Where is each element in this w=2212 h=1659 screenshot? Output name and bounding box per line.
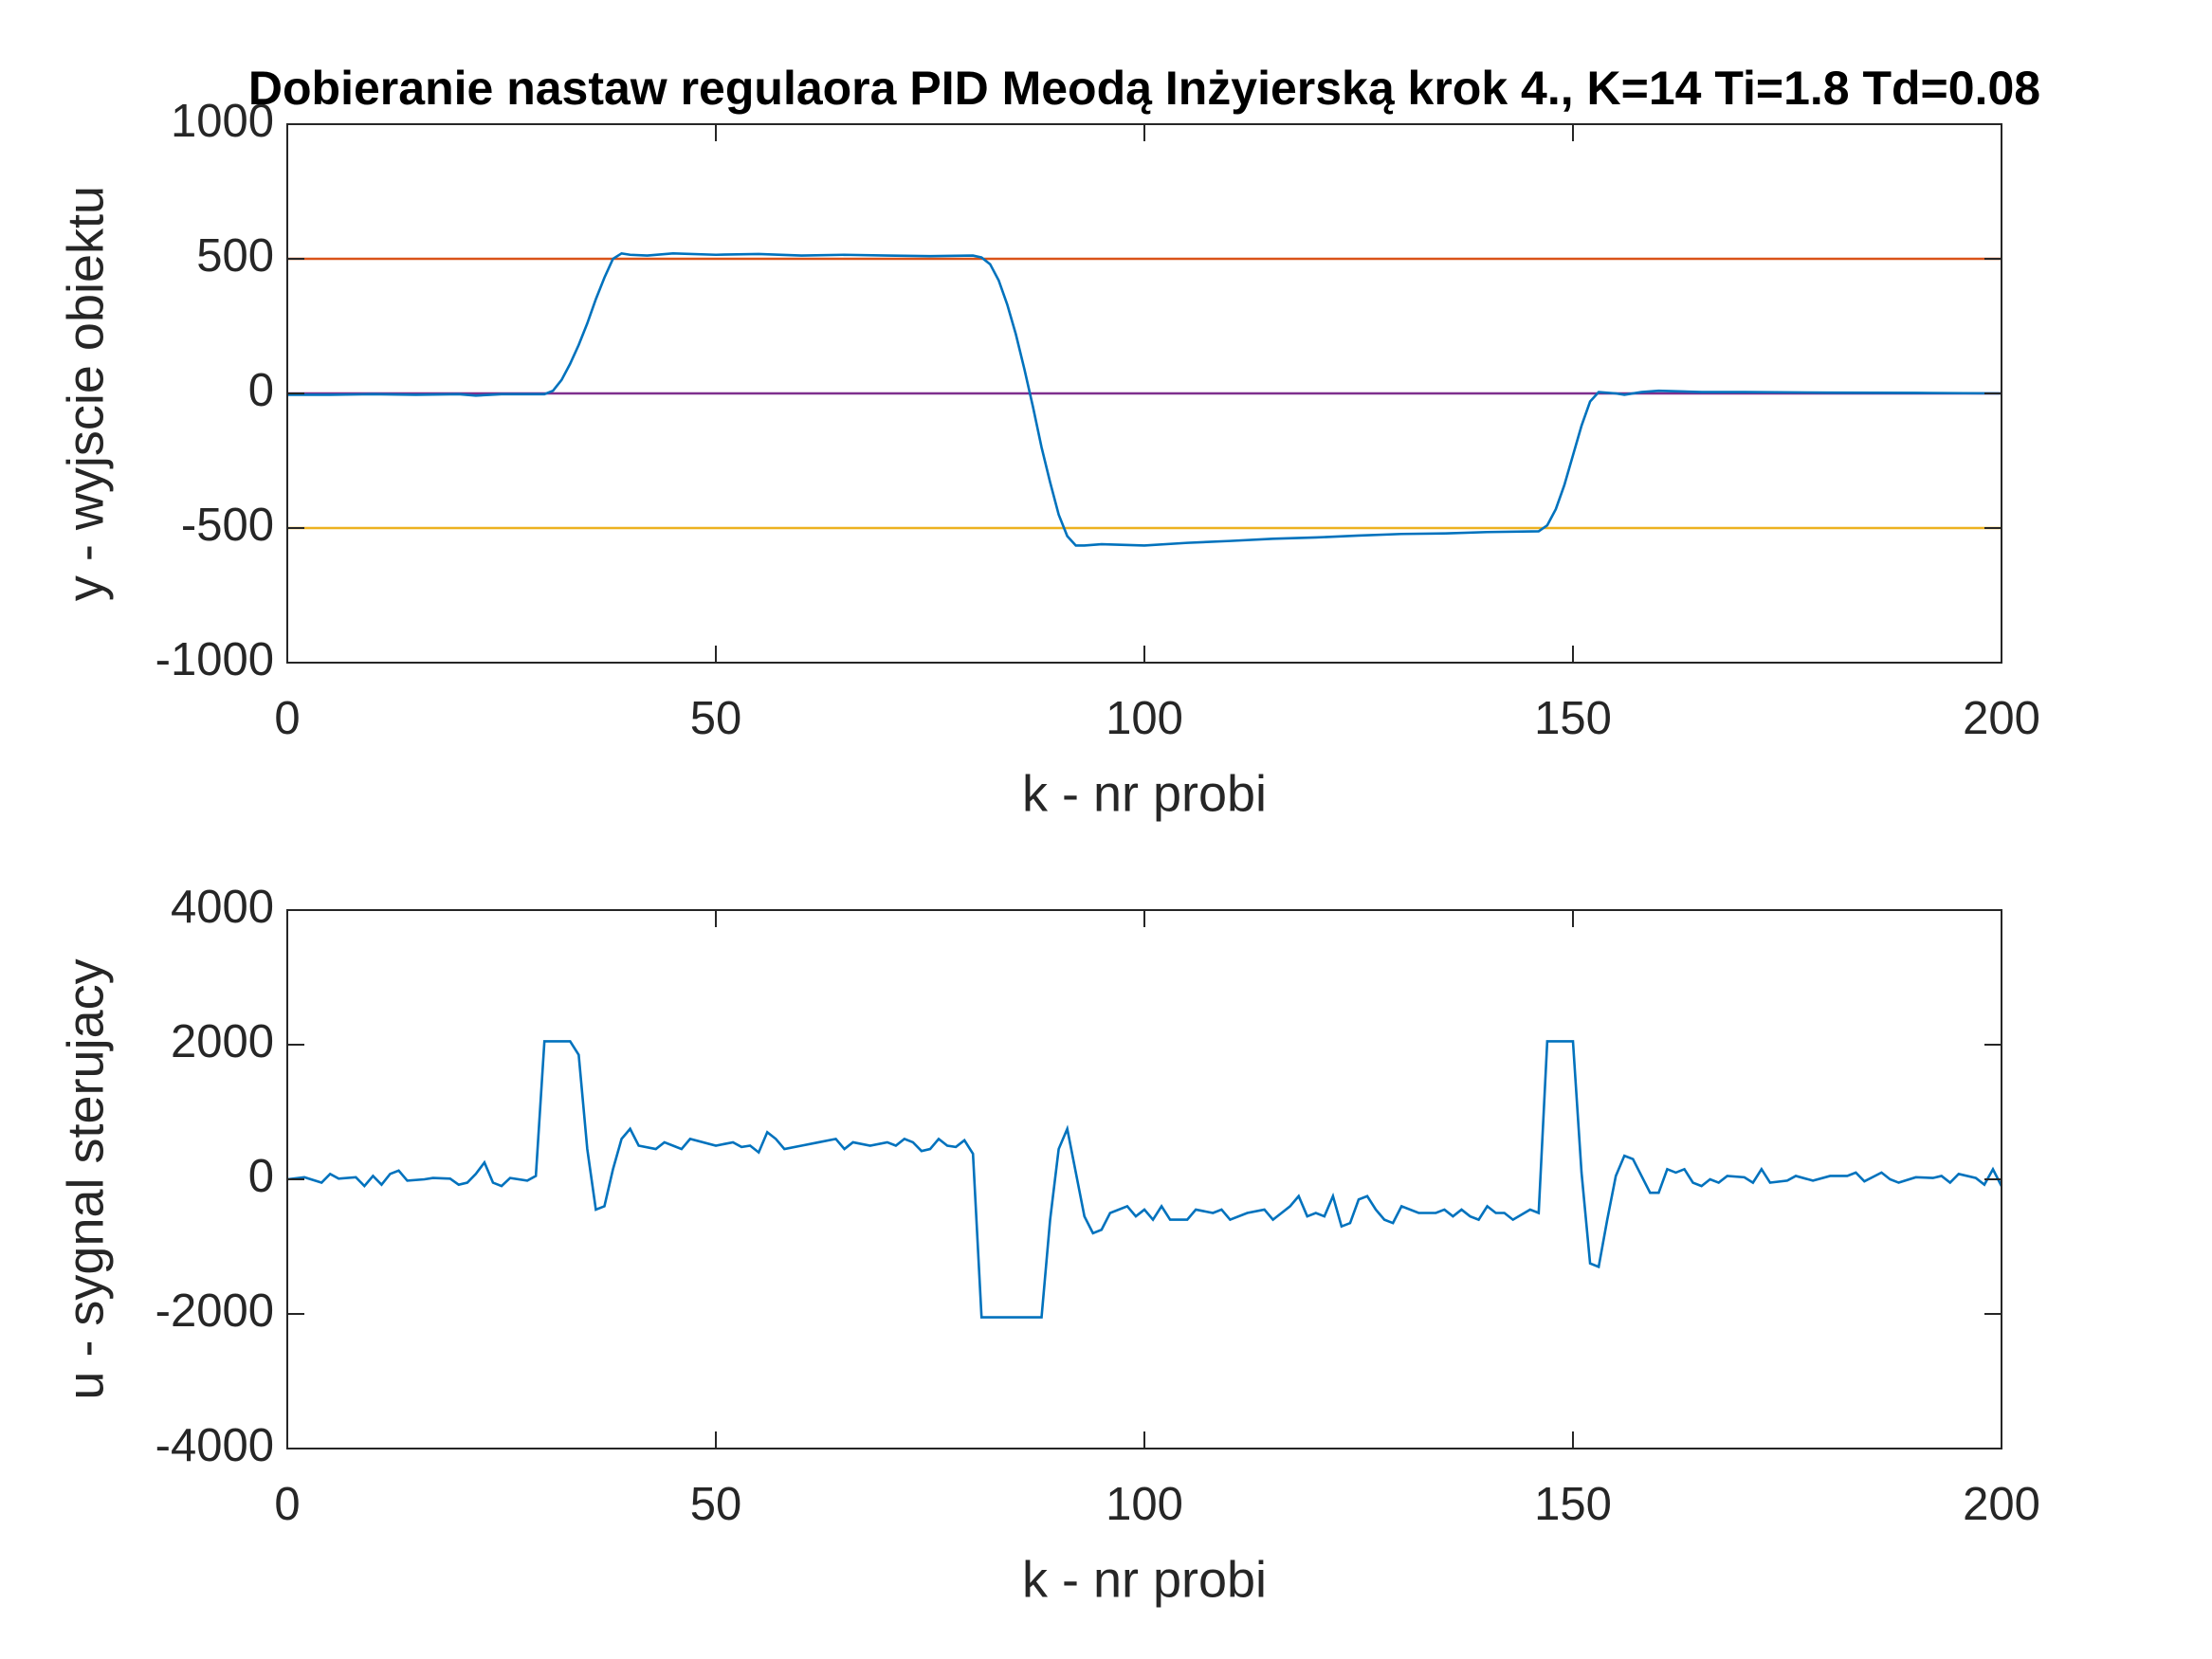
y-axis-label: y - wyjscie obiektu [57,186,114,601]
y-tick-label: 2000 [171,1016,274,1067]
x-tick-label: 150 [1534,693,1612,744]
plot-area [287,910,2002,1449]
x-tick-label: 100 [1106,693,1183,744]
chart-title: Dobieranie nastaw regulaora PID Meodą In… [248,62,2040,115]
y-tick-label: -500 [181,500,274,551]
y-tick-label: -4000 [155,1420,274,1471]
y-tick-label: 500 [196,230,274,282]
x-tick-label: 200 [1963,1479,2040,1530]
data-line [287,251,2002,547]
y-tick-label: 0 [248,365,274,416]
x-axis-label: k - nr probi [1022,765,1267,822]
data-line [286,1040,2003,1319]
y-tick-label: -1000 [155,634,274,685]
x-tick-label: 150 [1534,1479,1612,1530]
x-tick-label: 0 [274,1479,300,1530]
y-tick-label: -2000 [155,1285,274,1337]
x-tick-label: 50 [690,1479,742,1530]
y-tick-label: 1000 [171,96,274,147]
x-tick-label: 100 [1106,1479,1183,1530]
y-tick-label: 4000 [171,882,274,933]
x-axis-label: k - nr probi [1022,1551,1267,1608]
y-axis-label: u - sygnal sterujacy [57,958,114,1399]
x-tick-label: 50 [690,693,742,744]
x-tick-label: 200 [1963,693,2040,744]
x-tick-label: 0 [274,693,300,744]
y-tick-label: 0 [248,1151,274,1202]
